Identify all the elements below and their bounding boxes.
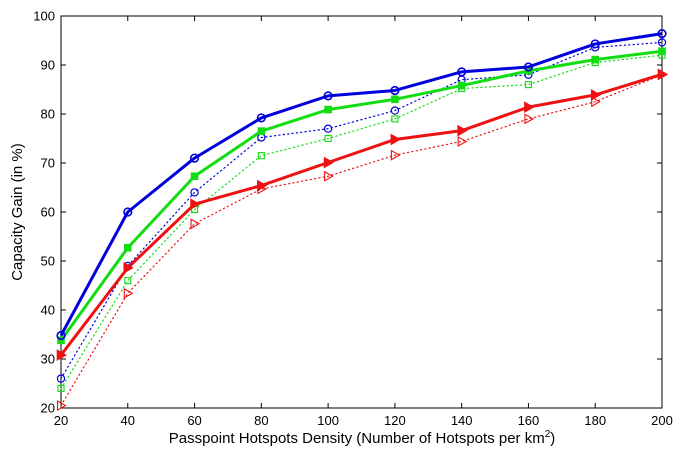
series-1-point <box>123 207 133 217</box>
series-4-point <box>323 124 333 133</box>
series-3-point <box>190 198 201 211</box>
series-1-point <box>590 39 600 49</box>
x-tick-label: 200 <box>651 413 673 428</box>
x-axis-title-suffix: ) <box>550 430 555 447</box>
series-6-point <box>457 135 468 147</box>
x-tick-label: 80 <box>254 413 268 428</box>
x-tick-label: 20 <box>54 413 68 428</box>
x-tick-label: 100 <box>317 413 339 428</box>
series-5-point <box>391 115 399 123</box>
x-axis-title: Passpoint Hotspots Density (Number of Ho… <box>169 429 556 447</box>
series-1 <box>56 29 667 341</box>
series-6-point <box>56 400 67 411</box>
y-tick-label: 90 <box>41 58 55 73</box>
series-2-point <box>591 55 600 64</box>
series-3-point <box>123 262 134 274</box>
series-1-point <box>256 113 266 123</box>
y-tick-label: 50 <box>41 254 55 269</box>
y-tick-label: 30 <box>41 352 55 367</box>
y-tick-label: 100 <box>33 9 55 24</box>
series-1-point <box>56 330 66 341</box>
y-tick-label: 20 <box>41 401 55 416</box>
series-2-point <box>391 95 399 104</box>
series-5-point <box>524 81 532 89</box>
x-tick-label: 180 <box>584 413 606 428</box>
series-2-line <box>59 49 663 342</box>
x-tick-label: 160 <box>518 413 540 428</box>
series-6-point <box>324 170 334 182</box>
series-6-point <box>123 287 134 299</box>
plot-area <box>60 15 663 409</box>
series-2-point <box>190 172 199 181</box>
x-tick-label: 140 <box>451 413 473 428</box>
series-6-point <box>390 149 401 161</box>
series-2-point <box>457 81 466 90</box>
series-4-point <box>390 106 400 115</box>
axis-ticks: 20 40 60 80 100 120 140 160 180 200 20 30 40 50 60 70 80… <box>33 9 673 429</box>
x-axis-title-superscript: 2 <box>545 429 551 440</box>
series-3-point <box>56 349 68 361</box>
series-3-point <box>590 89 602 101</box>
y-axis-title: Capacity Gain (in %) <box>9 143 26 281</box>
series-3-point <box>457 124 468 137</box>
series-5-point <box>257 152 265 160</box>
series-1-point <box>657 29 667 39</box>
series-4 <box>56 38 667 383</box>
series-1-point <box>189 153 200 163</box>
series-group <box>56 29 669 411</box>
series-1-point <box>390 85 400 96</box>
series-3-point <box>323 156 335 169</box>
series-1-point <box>523 62 534 72</box>
y-tick-label: 60 <box>41 205 55 220</box>
series-1-point <box>457 67 467 77</box>
series-6-point <box>524 113 535 125</box>
series-4-point <box>657 38 667 47</box>
x-tick-label: 40 <box>121 413 135 428</box>
series-4-point <box>56 374 66 383</box>
series-3-point <box>524 101 535 113</box>
series-4-point <box>190 188 199 197</box>
series-6-point <box>190 218 201 230</box>
x-tick-label: 120 <box>384 413 406 428</box>
series-6-point <box>591 96 601 108</box>
x-tick-label: 60 <box>187 413 201 428</box>
series-3 <box>56 68 669 361</box>
series-6-line <box>60 74 663 407</box>
series-5-line <box>60 54 663 389</box>
series-3-point <box>657 68 669 81</box>
series-5-point <box>124 277 132 285</box>
series-4-line <box>60 41 663 380</box>
series-1-point <box>323 91 333 101</box>
y-tick-label: 70 <box>41 156 55 171</box>
series-2-point <box>57 336 65 345</box>
series-5-point <box>324 134 332 143</box>
series-1-line <box>59 32 663 337</box>
series-3-point <box>390 133 401 146</box>
y-tick-label: 40 <box>41 303 55 318</box>
series-5-point <box>57 384 65 392</box>
series-3-line <box>59 72 663 356</box>
series-3-point <box>257 179 268 192</box>
series-2-point <box>658 47 666 56</box>
series-2-point <box>257 127 266 135</box>
y-tick-label: 80 <box>41 107 55 122</box>
series-2-point <box>123 243 132 252</box>
series-2-point <box>324 105 332 114</box>
